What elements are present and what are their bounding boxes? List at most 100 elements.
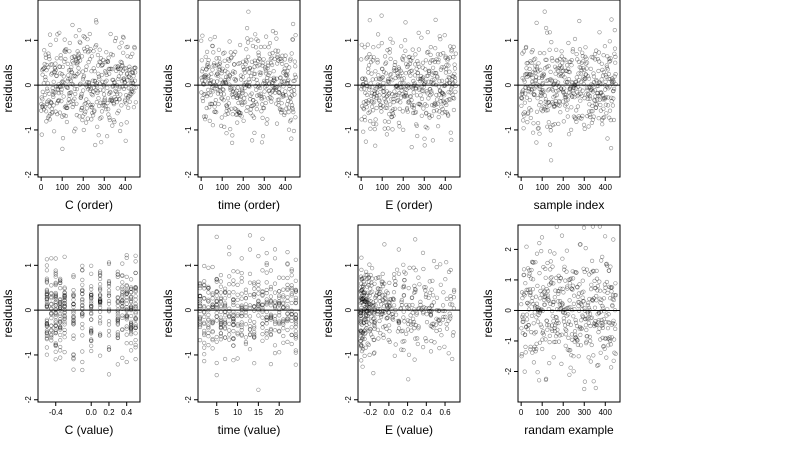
data-point (439, 104, 444, 109)
data-point (383, 105, 388, 110)
data-point (289, 293, 294, 298)
data-point (89, 294, 94, 300)
data-point (527, 72, 532, 77)
data-point (596, 116, 601, 121)
data-point (597, 224, 603, 229)
data-point (241, 68, 246, 73)
data-point (220, 96, 225, 101)
data-point (590, 89, 596, 94)
data-point (394, 83, 399, 89)
data-point (417, 64, 422, 69)
data-point (409, 58, 414, 63)
data-point (582, 76, 588, 81)
data-point (390, 316, 395, 321)
data-point (234, 112, 239, 117)
data-point (418, 102, 423, 108)
data-point (206, 317, 211, 322)
data-point (613, 60, 618, 65)
data-point (593, 322, 599, 328)
data-point (591, 71, 596, 76)
y-axis-label: residuals (321, 289, 335, 337)
data-point (209, 101, 214, 107)
data-point (71, 61, 76, 66)
data-point (102, 99, 107, 104)
data-point (111, 77, 116, 83)
data-point (575, 81, 580, 87)
data-point (133, 310, 138, 315)
data-point (219, 96, 224, 101)
data-point (48, 62, 53, 67)
data-point (49, 333, 54, 338)
data-point (260, 292, 265, 297)
data-point (119, 103, 124, 108)
data-point (261, 81, 266, 86)
data-point (207, 78, 212, 83)
data-point (124, 101, 129, 106)
data-point (547, 333, 552, 339)
data-point (525, 266, 531, 271)
data-point (202, 296, 207, 301)
data-point (240, 59, 246, 64)
data-point (293, 289, 298, 294)
data-point (285, 339, 290, 345)
data-point (89, 331, 94, 336)
data-point (533, 329, 538, 335)
data-point (581, 225, 587, 230)
data-point (94, 99, 99, 105)
data-point (53, 323, 58, 328)
data-point (281, 317, 286, 322)
data-point (365, 303, 370, 308)
data-point (293, 329, 298, 334)
data-point (293, 350, 298, 355)
data-point (53, 292, 58, 297)
data-point (268, 56, 273, 62)
data-point (277, 350, 282, 355)
data-point (564, 248, 570, 253)
data-point (586, 92, 591, 97)
data-point (78, 95, 83, 100)
data-point (420, 306, 425, 311)
data-point (562, 323, 568, 328)
data-point (416, 275, 421, 280)
data-point (198, 316, 203, 322)
data-point (520, 296, 525, 301)
data-point (569, 286, 574, 291)
data-point (102, 96, 107, 101)
data-point (129, 92, 134, 97)
data-point (407, 100, 412, 105)
y-tick-label: 1 (24, 38, 33, 43)
data-point (543, 57, 548, 62)
data-point (115, 299, 120, 304)
data-point (89, 317, 94, 322)
data-point (247, 247, 253, 252)
data-point (594, 48, 599, 53)
data-point (427, 309, 432, 314)
data-point (552, 251, 557, 256)
data-point (256, 279, 261, 284)
data-point (210, 123, 215, 128)
data-point (129, 300, 134, 305)
data-point (371, 310, 376, 315)
data-point (423, 67, 428, 72)
data-point (532, 86, 537, 91)
data-point (41, 107, 47, 112)
data-point (231, 278, 236, 283)
data-point (382, 242, 387, 247)
data-point (44, 304, 50, 310)
data-point (71, 301, 76, 307)
data-point (211, 83, 216, 88)
data-point (520, 51, 525, 56)
data-point (550, 328, 555, 333)
data-point (412, 103, 417, 108)
data-point (567, 372, 572, 377)
data-point (62, 300, 67, 306)
data-point (257, 63, 262, 68)
data-point (251, 76, 256, 81)
data-point (98, 100, 103, 105)
data-point (554, 275, 559, 281)
data-point (401, 293, 407, 298)
data-point (133, 305, 138, 310)
data-point (564, 313, 569, 318)
data-point (218, 60, 223, 65)
data-point (554, 82, 560, 87)
